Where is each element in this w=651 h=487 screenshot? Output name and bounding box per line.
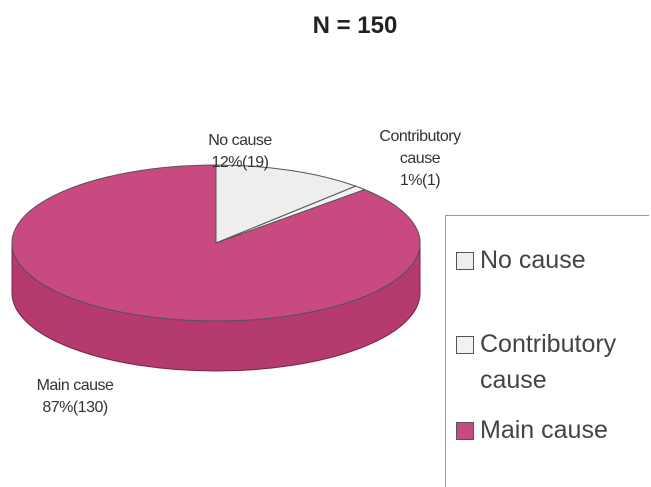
slice-label: Contributory cause 1%(1) (360, 126, 480, 192)
slice-name: Main cause (36, 377, 114, 394)
legend-swatch (456, 252, 474, 270)
legend-swatch (456, 336, 474, 354)
chart-title: N = 150 (312, 12, 398, 39)
slice-name: No cause (208, 132, 272, 149)
slice-value: 12%(19) (211, 154, 269, 171)
legend-label: Main cause (480, 416, 608, 444)
slice-value: 87%(130) (42, 399, 108, 416)
legend-item: Contributory cause (456, 326, 650, 398)
slice-label: Main cause 87%(130) (15, 375, 135, 419)
pie-slice (11, 164, 421, 322)
legend-item: No cause (456, 242, 650, 278)
slice-label: No cause 12%(19) (190, 130, 290, 174)
legend-item: Main cause (456, 412, 650, 448)
legend: No cause Contributory cause Main cause (445, 215, 649, 487)
slice-name: Contributory cause (379, 128, 461, 167)
legend-label: No cause (480, 246, 586, 274)
legend-label: Contributory cause (480, 330, 617, 394)
slice-value: 1%(1) (399, 172, 441, 189)
pie-slice (215, 164, 358, 244)
legend-swatch (456, 422, 474, 440)
